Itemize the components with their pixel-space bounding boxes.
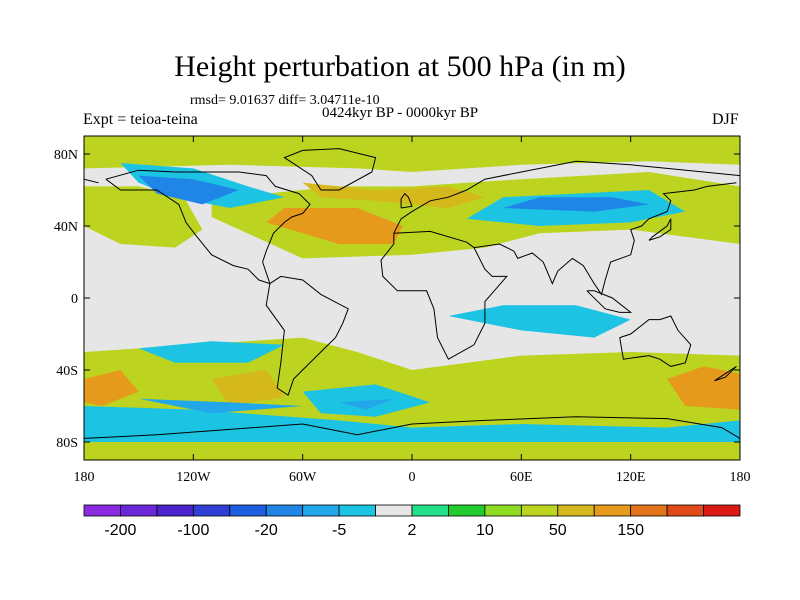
x-tick-label: 60E (510, 470, 533, 485)
period-label: 0424kyr BP - 0000kyr BP (322, 105, 479, 121)
colorbar-box (83, 504, 121, 517)
experiment-label: Expt = teioa-teina (83, 111, 198, 128)
coastline (283, 148, 377, 191)
contour-region (339, 398, 394, 410)
y-tick-label: 0 (71, 292, 78, 307)
colorbar-box (120, 504, 158, 517)
colorbar-box (593, 504, 632, 517)
contour-region (84, 370, 139, 406)
contour-region (84, 136, 740, 172)
chart-title: Height perturbation at 500 hPa (in m) (174, 50, 626, 83)
colorbar-box (666, 504, 704, 517)
x-tick-label: 0 (409, 470, 416, 485)
coastline (619, 315, 692, 367)
coastline (473, 182, 737, 296)
coastline (714, 365, 737, 382)
colorbar-box (302, 504, 340, 517)
colorbar-label: 10 (476, 522, 494, 539)
colorbar-label: -20 (255, 522, 278, 539)
contour-region (448, 305, 631, 338)
coastline (393, 160, 740, 234)
x-tick-label: 120E (616, 470, 646, 485)
coastline (84, 416, 740, 439)
colorbar-box (338, 504, 376, 517)
x-tick-label: 180 (74, 470, 95, 485)
y-tick-label: 80S (56, 436, 78, 451)
colorbar-box (630, 504, 668, 517)
contour-region (266, 208, 403, 244)
contour-region (138, 398, 303, 414)
colorbar-label: 50 (549, 522, 567, 539)
contour-region (302, 182, 485, 208)
colorbar-box (375, 504, 413, 517)
colorbar-box (448, 504, 486, 517)
coastline (105, 169, 311, 285)
colorbar-box (703, 504, 741, 517)
y-tick-label: 40S (56, 364, 78, 379)
contour-region (503, 197, 649, 212)
contour-region (138, 175, 239, 205)
contour-region (667, 366, 740, 410)
colorbar-box (192, 504, 231, 517)
colorbar-label: 2 (408, 522, 417, 539)
colorbar-label: -5 (332, 522, 346, 539)
colorbar-box (156, 504, 194, 517)
colorbar-box (484, 504, 522, 517)
coastline (400, 192, 413, 209)
contour-region (84, 186, 203, 248)
season-label: DJF (712, 111, 739, 128)
contour-region (84, 406, 740, 442)
colorbar-box (411, 504, 449, 517)
coastline (586, 290, 633, 313)
y-tick-label: 80N (54, 148, 78, 163)
colorbar-label: 150 (617, 522, 644, 539)
coastline (648, 218, 672, 241)
colorbar-box (265, 504, 304, 517)
coastline (265, 275, 349, 396)
contour-region (211, 370, 285, 406)
colorbar-label: -100 (177, 522, 209, 539)
y-tick-label: 40N (54, 220, 78, 235)
colorbar-box (229, 504, 267, 517)
coastline (84, 178, 99, 184)
x-tick-label: 120W (176, 470, 211, 485)
x-tick-label: 180 (730, 470, 751, 485)
stats-label: rmsd= 9.01637 diff= 3.04711e-10 (190, 93, 380, 108)
x-tick-label: 60W (289, 470, 317, 485)
colorbar-box (520, 504, 559, 517)
contour-region (302, 384, 431, 417)
contour-region (138, 341, 285, 363)
colorbar-box (557, 504, 595, 517)
colorbar-label: -200 (104, 522, 136, 539)
